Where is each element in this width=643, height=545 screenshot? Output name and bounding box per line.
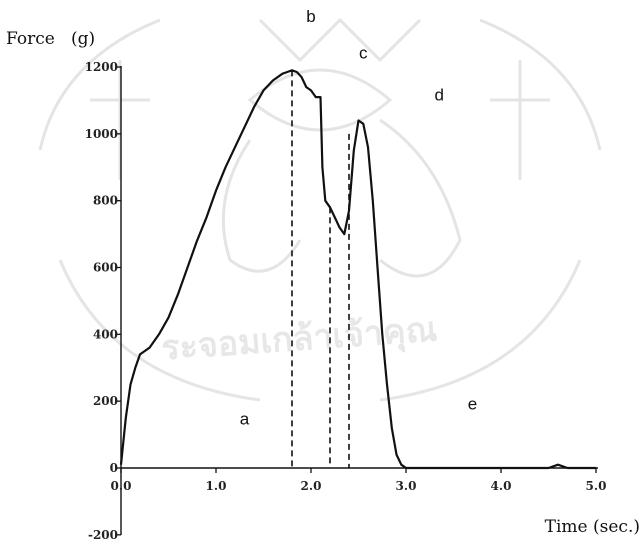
- annotation-b: b: [306, 7, 315, 26]
- x-tick-label: 3.0: [396, 479, 417, 493]
- y-tick-label: 200: [93, 394, 118, 408]
- x-tick-label: 5.0: [586, 479, 607, 493]
- annotation-e: e: [468, 395, 477, 414]
- x-tick-label: 1.0: [206, 479, 227, 493]
- x-tick-label: 0.0: [111, 479, 132, 493]
- y-tick-label: 1000: [85, 127, 118, 141]
- y-tick-label: 400: [93, 327, 118, 341]
- y-tick-label: 800: [93, 194, 118, 208]
- watermark-seal: ระจอมเกล้าเจ้าคุณ: [38, 17, 602, 402]
- annotation-a: a: [240, 410, 250, 429]
- y-tick-label: 1200: [85, 60, 118, 74]
- x-tick-label: 4.0: [491, 479, 512, 493]
- y-tick-label: 0: [110, 461, 118, 475]
- force-curve: [119, 69, 596, 470]
- y-axis-title: Force (g): [6, 29, 95, 49]
- series-layer: [119, 69, 596, 470]
- y-tick-label: -200: [88, 528, 118, 542]
- x-tick-labels: 0.0 1.0 2.0 3.0 4.0 5.0: [111, 468, 607, 493]
- x-tick-label: 2.0: [301, 479, 322, 493]
- annotation-c: c: [359, 44, 368, 63]
- y-tick-labels: -200 0 200 400 600 800 1000 1200: [85, 60, 121, 542]
- annotation-d: d: [435, 85, 444, 104]
- x-axis-title: Time (sec.): [545, 517, 640, 537]
- axes: [120, 66, 598, 535]
- annotation-labels: a b c d e: [240, 7, 477, 429]
- y-tick-label: 600: [93, 261, 118, 275]
- event-markers: [291, 70, 350, 468]
- svg-text:ระจอมเกล้าเจ้าคุณ: ระจอมเกล้าเจ้าคุณ: [160, 309, 439, 369]
